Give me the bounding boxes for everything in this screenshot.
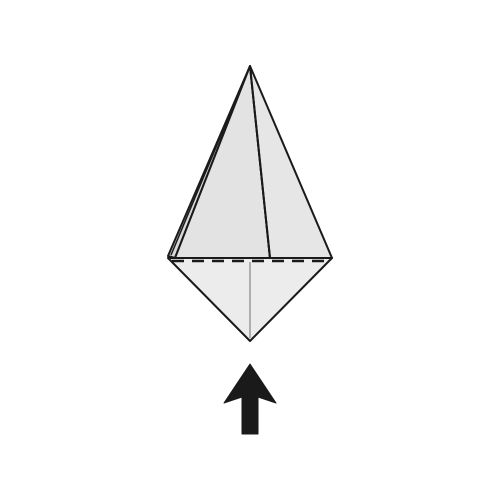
upper-kite xyxy=(167,65,333,259)
lower-triangle xyxy=(167,257,333,342)
arrow-up-icon xyxy=(223,363,277,435)
upper-kite-left-edge xyxy=(170,65,251,256)
arrow-up-shape xyxy=(223,363,277,435)
valley-fold-line xyxy=(168,257,332,263)
upper-kite-flap-edge xyxy=(249,65,271,259)
